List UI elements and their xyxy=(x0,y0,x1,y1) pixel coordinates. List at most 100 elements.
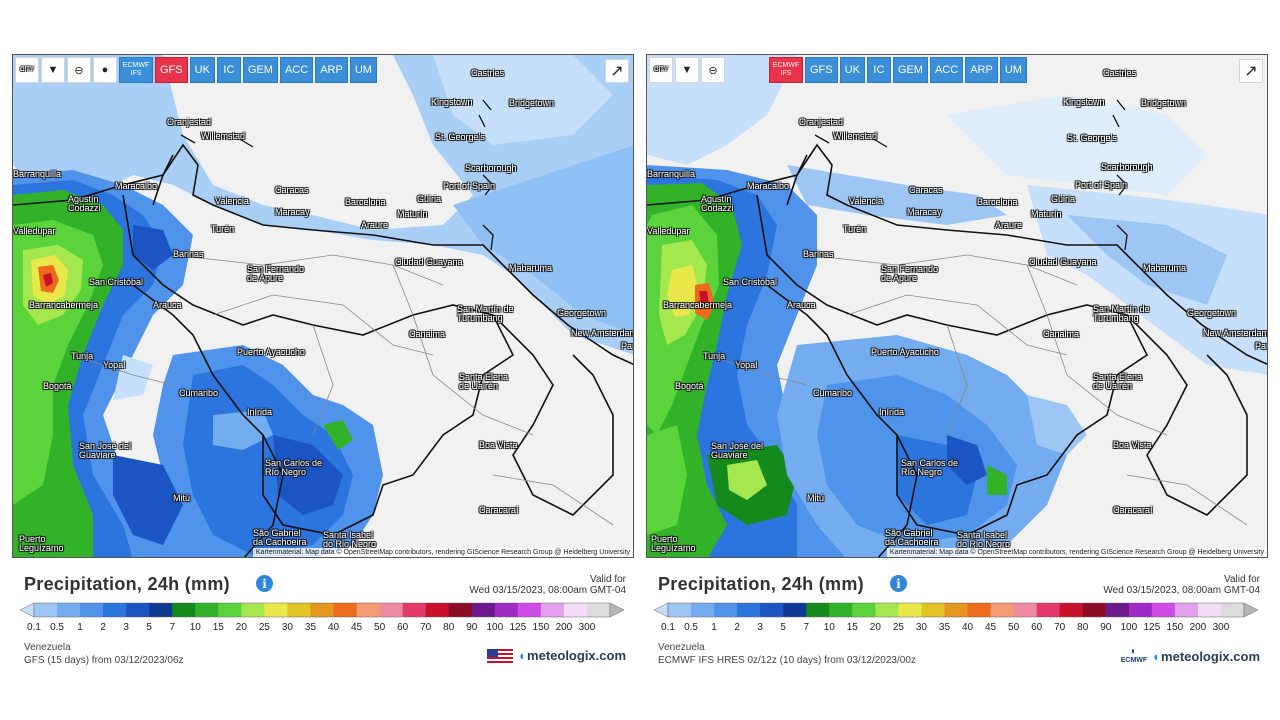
model-button-arp[interactable]: ARP xyxy=(965,57,998,83)
share-icon[interactable]: ↗ xyxy=(605,59,629,83)
scale-underflow-arrow xyxy=(653,602,669,618)
model-button-um[interactable]: UM xyxy=(349,57,377,83)
scale-color-step xyxy=(852,603,876,617)
city-label: Agustín Codazzi xyxy=(68,194,101,213)
city-label: Maturín xyxy=(397,209,428,219)
city-label: Inírida xyxy=(247,407,273,417)
city-label: Maracaibo xyxy=(115,181,158,191)
scale-tick-label: 35 xyxy=(938,622,951,633)
city-label: Boa Vista xyxy=(1113,440,1152,450)
zoom-out-icon[interactable]: ⊖ xyxy=(701,57,725,83)
point-marker-icon[interactable]: ● xyxy=(93,57,117,83)
scale-color-step xyxy=(172,603,196,617)
brand[interactable]: ◐ ECMWF ◐meteologix.com xyxy=(1121,647,1260,665)
color-scale-bar xyxy=(19,602,625,618)
scale-color-step xyxy=(990,603,1015,617)
city-label: Caracaraí xyxy=(1113,505,1153,515)
model-button-ic[interactable]: IC xyxy=(866,57,891,83)
scale-tick-label: 40 xyxy=(961,622,974,633)
zoom-out-icon[interactable]: ⊖ xyxy=(67,57,91,83)
city-label: Arauca xyxy=(153,300,182,310)
location-pin-icon[interactable]: ▼ xyxy=(41,57,65,83)
city-label: Maracay xyxy=(275,207,310,217)
city-label: Barrancabermeja xyxy=(663,300,733,310)
scale-color-step xyxy=(103,603,127,617)
scale-color-step xyxy=(563,603,588,617)
scale-color-step xyxy=(80,603,104,617)
scale-tick-label: 20 xyxy=(869,622,881,633)
map-toolbar: ↻ ▼ ⊖ CITY ● ECMWF IFS GFS UK IC GEM ACC… xyxy=(15,57,377,83)
city-toggle-button[interactable]: CITY xyxy=(649,57,673,83)
scale-tick-label: 50 xyxy=(1008,622,1020,633)
city-label: Caracas xyxy=(909,185,943,195)
city-label: Puerto Leguízamo xyxy=(651,534,696,553)
scale-tick-label: 1 xyxy=(711,622,717,633)
scale-color-step xyxy=(1013,603,1038,617)
city-label: Inírida xyxy=(879,407,905,417)
model-button-ic[interactable]: IC xyxy=(216,57,241,83)
city-label: Barranquilla xyxy=(13,169,62,179)
city-toggle-button[interactable]: CITY xyxy=(15,57,39,83)
precipitation-map[interactable]: ↻ ▼ ⊖ CITY ● ECMWF IFS GFS UK IC GEM ACC… xyxy=(12,54,634,558)
map-attribution: Kartenmaterial: Map data © OpenStreetMap… xyxy=(886,548,1267,557)
scale-tick-label: 20 xyxy=(235,622,247,633)
scale-tick-label: 15 xyxy=(212,622,224,633)
city-label: Ciudad Guayana xyxy=(1029,257,1097,267)
city-label: Barranquilla xyxy=(647,169,696,179)
city-label: São Gabriel da Cachoeira xyxy=(253,528,307,547)
scale-tick-label: 0.5 xyxy=(50,622,64,633)
scale-color-step xyxy=(218,603,242,617)
model-button-acc[interactable]: ACC xyxy=(279,57,314,83)
scale-color-step xyxy=(195,603,219,617)
model-button-ecmwf[interactable]: ECMWF IFS xyxy=(769,57,803,83)
info-icon[interactable]: i xyxy=(890,575,907,592)
scale-color-step xyxy=(126,603,150,617)
region-label: Venezuela xyxy=(24,642,71,653)
model-button-gfs[interactable]: GFS xyxy=(805,57,838,83)
brand[interactable]: ◐meteologix.com xyxy=(487,648,626,663)
scale-color-step xyxy=(714,603,738,617)
model-button-gem[interactable]: GEM xyxy=(892,57,928,83)
city-label: New Amsterdam xyxy=(1203,328,1268,338)
model-button-um[interactable]: UM xyxy=(999,57,1027,83)
city-label: Mabaruma xyxy=(1143,263,1187,273)
scale-color-step xyxy=(264,603,288,617)
city-label: Turén xyxy=(843,224,867,234)
map-toolbar: ↻ ▼ ⊖ CITY ECMWF IFS GFS UK IC GEM ACC A… xyxy=(649,57,1027,83)
scale-tick-label: 80 xyxy=(1077,622,1089,633)
city-label: San Martín de Turumbang xyxy=(1093,304,1150,323)
model-button-gem[interactable]: GEM xyxy=(242,57,278,83)
scale-tick-label: 2 xyxy=(734,622,740,633)
city-label: San Martín de Turumbang xyxy=(457,304,514,323)
location-pin-icon[interactable]: ▼ xyxy=(675,57,699,83)
scale-tick-label: 90 xyxy=(466,622,478,633)
scale-color-step xyxy=(829,603,853,617)
model-button-arp[interactable]: ARP xyxy=(315,57,348,83)
city-label: Georgetown xyxy=(1187,308,1237,318)
valid-time-value: Wed 03/15/2023, 08:00am GMT-04 xyxy=(1103,585,1260,596)
legend-title: Precipitation, 24h (mm) xyxy=(658,574,864,594)
valid-label: Valid for xyxy=(590,574,626,585)
city-label: Mitú xyxy=(173,493,191,503)
city-label: Santa Elena de Uairén xyxy=(1093,372,1143,391)
info-icon[interactable]: i xyxy=(256,575,273,592)
city-label: San Cristóbal xyxy=(89,277,144,287)
city-label: Santa Isabel do Rio Negro xyxy=(957,530,1011,549)
precipitation-map[interactable]: ↻ ▼ ⊖ CITY ECMWF IFS GFS UK IC GEM ACC A… xyxy=(646,54,1268,558)
map-attribution: Kartenmaterial: Map data © OpenStreetMap… xyxy=(252,548,633,557)
model-button-uk[interactable]: UK xyxy=(839,57,865,83)
model-button-uk[interactable]: UK xyxy=(189,57,215,83)
city-label: Puerto Leguízamo xyxy=(19,534,64,553)
share-icon[interactable]: ↗ xyxy=(1239,59,1263,83)
ecmwf-panel: ↻ ▼ ⊖ CITY ECMWF IFS GFS UK IC GEM ACC A… xyxy=(646,54,1268,670)
scale-tick-label: 70 xyxy=(1054,622,1066,633)
model-button-ecmwf[interactable]: ECMWF IFS xyxy=(119,57,153,83)
color-scale-ticks: 0.1 0.5 1 2 3 5 7 10 15 20 25 30 35 40 45 50 60 70 80 90 100… xyxy=(12,622,634,634)
scale-color-step xyxy=(1036,603,1061,617)
model-button-acc[interactable]: ACC xyxy=(929,57,964,83)
city-label: Oranjestad xyxy=(799,117,844,127)
legend: Precipitation, 24h (mm) i Valid for Wed … xyxy=(646,564,1268,670)
scale-tick-label: 5 xyxy=(146,622,152,633)
model-button-gfs[interactable]: GFS xyxy=(155,57,188,83)
scale-tick-label: 1 xyxy=(77,622,83,633)
